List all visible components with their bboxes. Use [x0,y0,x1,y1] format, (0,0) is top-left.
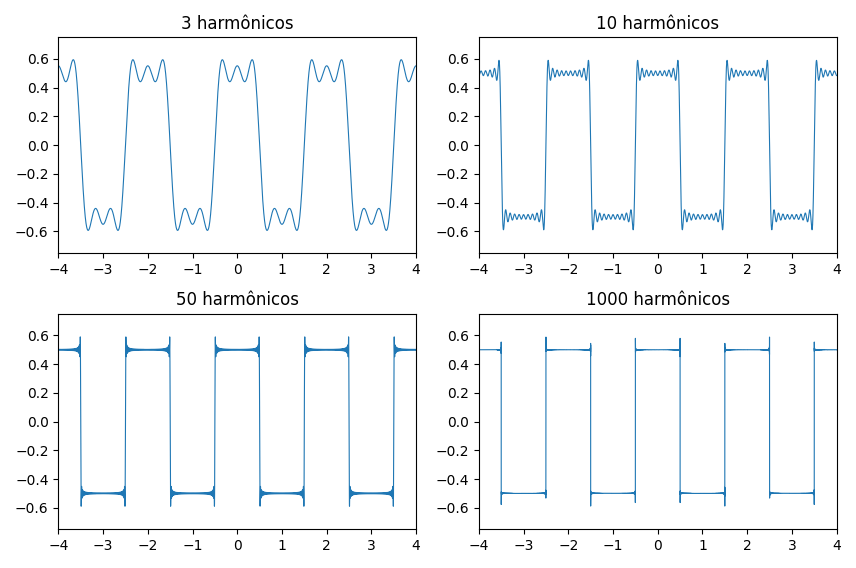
Title: 1000 harmônicos: 1000 harmônicos [586,291,730,310]
Title: 50 harmônicos: 50 harmônicos [175,291,299,310]
Title: 3 harmônicos: 3 harmônicos [181,15,294,33]
Title: 10 harmônicos: 10 harmônicos [596,15,719,33]
